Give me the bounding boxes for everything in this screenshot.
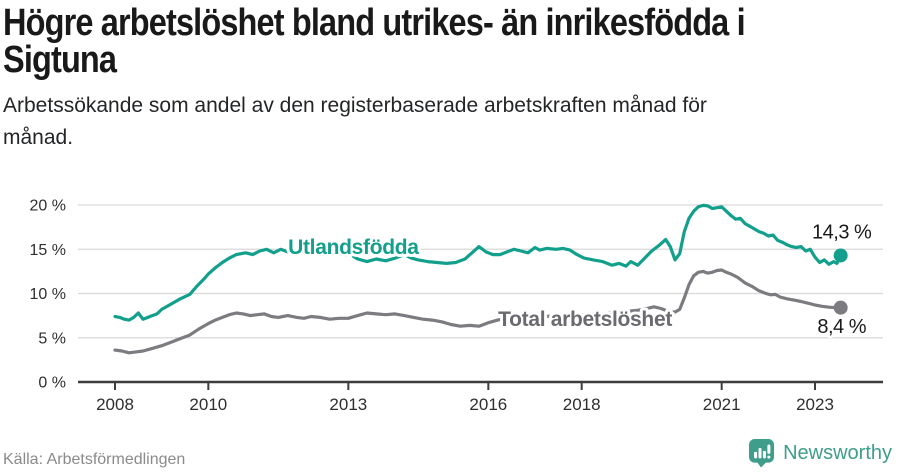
x-tick-label: 2018 xyxy=(563,395,601,414)
series-line-total-arbetsloshet xyxy=(113,268,843,355)
source-note: Källa: Arbetsförmedlingen xyxy=(3,451,186,468)
chart-subtitle: Arbetssökande som andel av den registerb… xyxy=(3,94,707,149)
newsworthy-logo-text: Newsworthy xyxy=(783,441,892,464)
x-tick-label: 2023 xyxy=(796,395,834,414)
newsworthy-logo: Newsworthy xyxy=(748,436,892,470)
x-tick-label: 2021 xyxy=(703,395,741,414)
y-tick-label: 0 % xyxy=(38,375,66,392)
x-tick-label: 2016 xyxy=(469,395,507,414)
series-end-dot-total-arbetsloshet xyxy=(833,300,848,315)
series-end-value-utlandsfodda: 14,3 % xyxy=(812,221,872,243)
x-tick-label: 2010 xyxy=(189,395,227,414)
x-tick-label: 2013 xyxy=(329,395,367,414)
chart-title: Högre arbetslöshet bland utrikes- än inr… xyxy=(3,2,746,81)
y-tick-label: 15 % xyxy=(30,242,66,259)
series-end-dot-utlandsfodda xyxy=(833,248,848,263)
series-line-utlandsfodda xyxy=(113,203,843,322)
y-tick-label: 5 % xyxy=(38,330,66,347)
y-tick-label: 20 % xyxy=(30,198,66,215)
series-label-utlandsfodda: Utlandsfödda xyxy=(288,236,419,259)
newsworthy-logo-icon xyxy=(749,439,775,468)
series-end-value-total-arbetsloshet: 8,4 % xyxy=(817,316,866,338)
series-label-total-arbetsloshet: Total arbetslöshet xyxy=(498,308,672,331)
y-tick-label: 10 % xyxy=(30,286,66,303)
x-tick-label: 2008 xyxy=(96,395,134,414)
